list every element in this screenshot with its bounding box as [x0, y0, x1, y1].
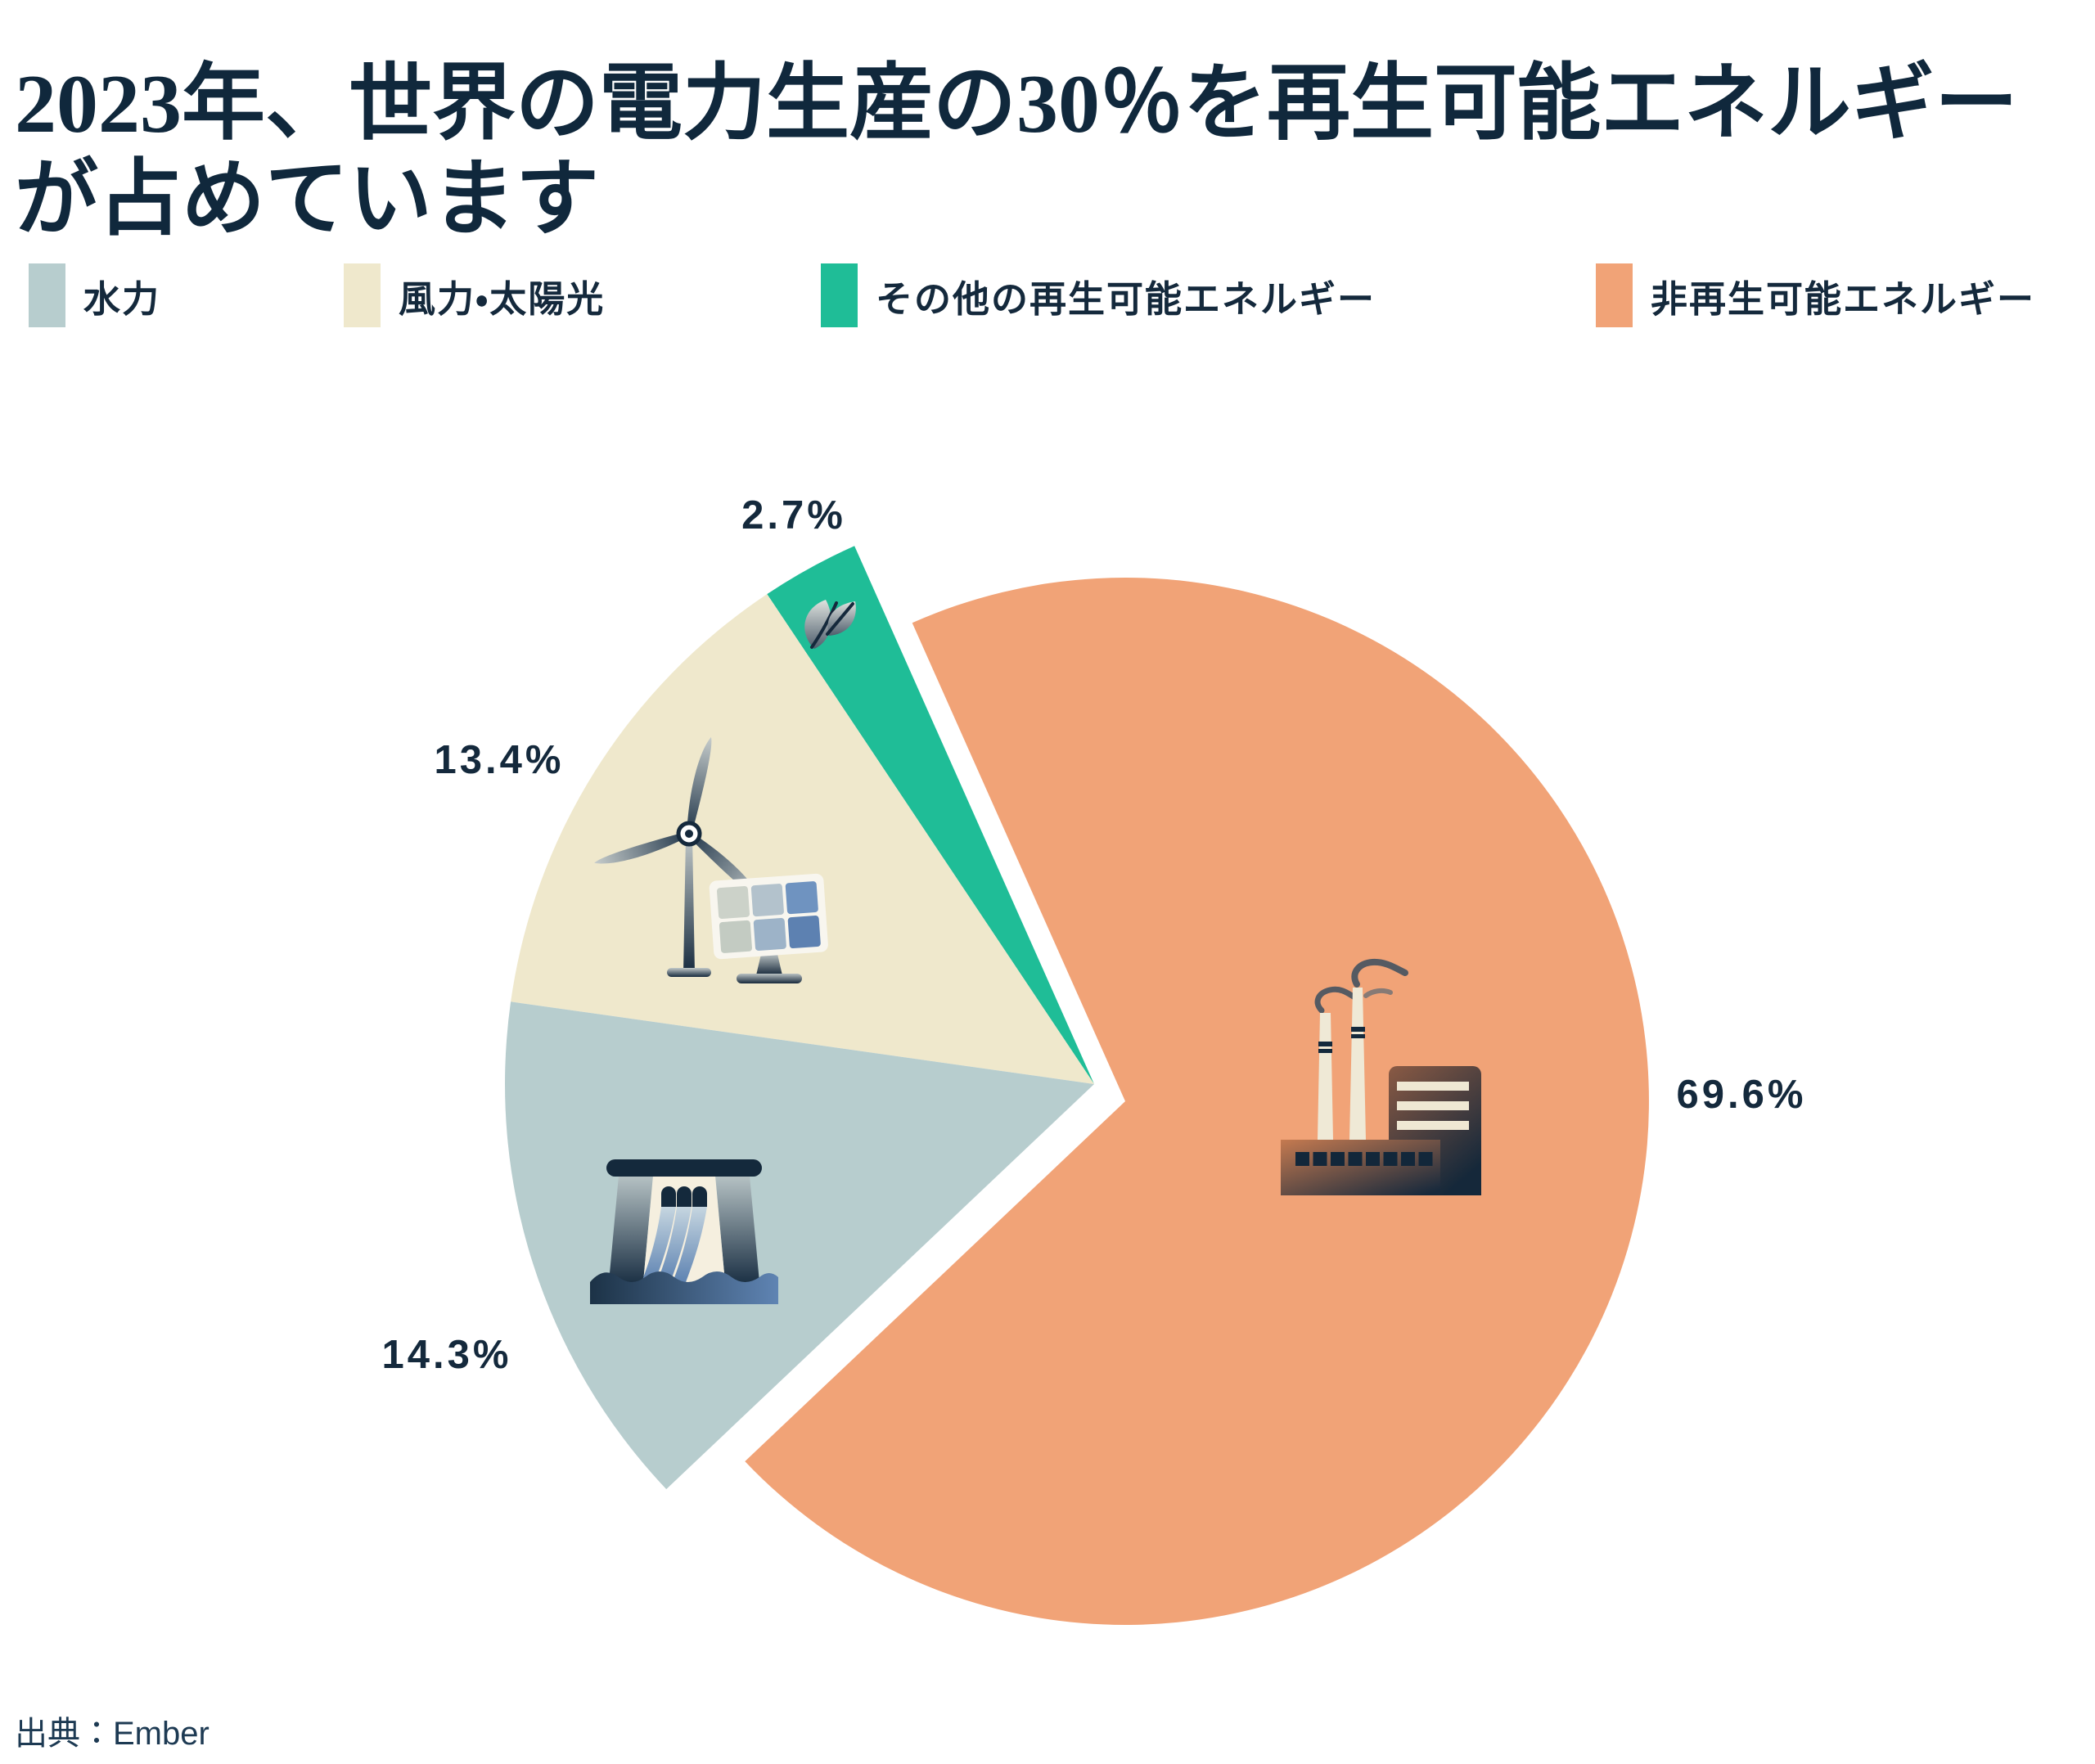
leaf-icon	[804, 600, 856, 649]
slice-value-non-renewable: 69.6%	[1676, 1073, 1807, 1117]
factory-icon	[1281, 958, 1481, 1195]
pie-slice-other-renewables	[767, 546, 1094, 1084]
legend-item-wind-solar: 風力・太陽光	[344, 263, 605, 327]
pie-slice-hydro	[505, 1001, 1094, 1490]
legend-item-other-renewables: その他の再生可能エネルギー	[821, 263, 1376, 327]
legend-item-hydro: 水力	[29, 263, 160, 327]
legend-swatch-other-renewables	[821, 263, 858, 327]
hydro-dam-icon	[590, 1159, 778, 1304]
pie-wedges	[505, 546, 1649, 1625]
legend-label-non-renewable: 非再生可能エネルギー	[1651, 277, 2036, 320]
solar-panel-icon	[709, 873, 828, 983]
legend-label-wind-solar: 風力・太陽光	[399, 277, 606, 320]
pie-slice-non-renewable	[745, 577, 1649, 1625]
legend-item-non-renewable: 非再生可能エネルギー	[1596, 263, 2035, 327]
page-title: 2023年、世界の電力生産の30％を再生可能エネルギー が占めています	[15, 57, 2089, 248]
legend: 水力 風力・太陽光 その他の再生可能エネルギー 非再生可能エネルギー	[0, 263, 2095, 327]
legend-swatch-wind-solar	[344, 263, 381, 327]
source-note: 出典：Ember	[15, 1716, 210, 1752]
slice-value-wind-solar: 13.4%	[434, 738, 565, 782]
legend-swatch-hydro	[29, 263, 65, 327]
smoke-icon	[1314, 958, 1408, 1014]
pie-slice-wind-solar	[511, 594, 1094, 1084]
page-title-line1: 2023年、世界の電力生産の30％を再生可能エネルギー	[15, 58, 2018, 151]
legend-label-hydro: 水力	[83, 277, 161, 320]
slice-value-other-renewables: 2.7%	[741, 493, 846, 538]
page-title-line2: が占めています	[15, 153, 599, 246]
legend-label-other-renewables: その他の再生可能エネルギー	[876, 277, 1376, 320]
legend-swatch-non-renewable	[1596, 263, 1633, 327]
slice-value-hydro: 14.3%	[381, 1333, 512, 1377]
